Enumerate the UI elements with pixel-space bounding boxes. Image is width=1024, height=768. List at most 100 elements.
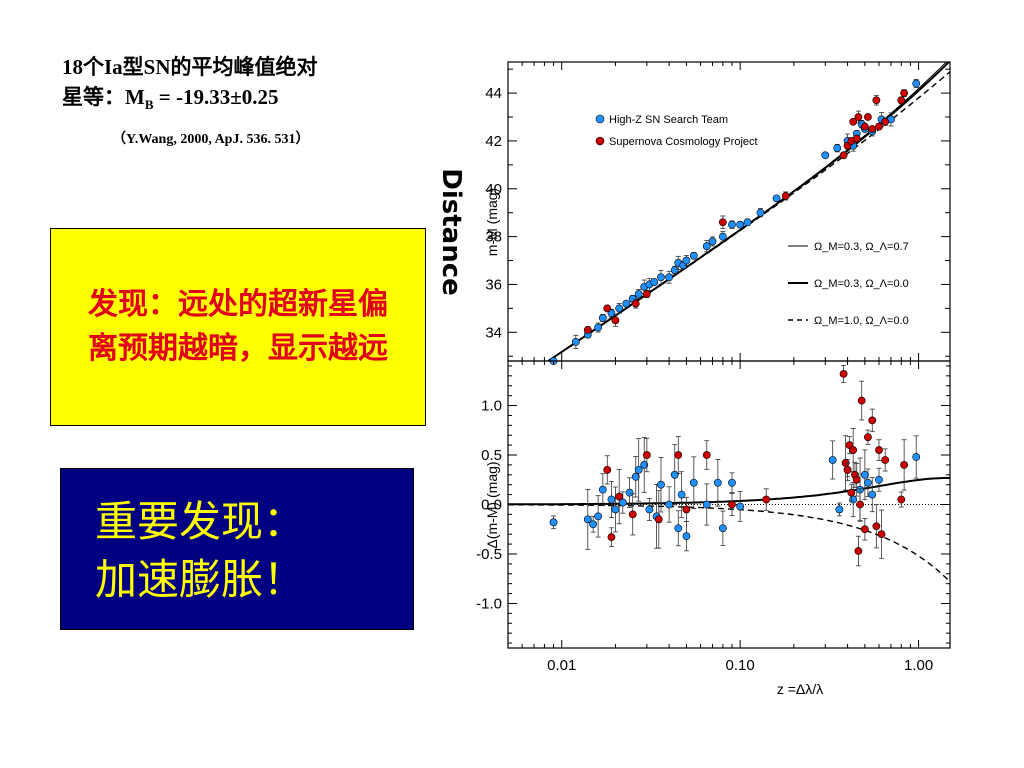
data-point: [677, 490, 686, 499]
data-point: [821, 151, 830, 160]
data-point: [670, 266, 679, 275]
data-point: [835, 505, 844, 514]
data-point: [860, 470, 869, 479]
y-tick-label: 40: [485, 181, 502, 198]
data-point: [682, 532, 691, 541]
data-point: [642, 290, 651, 298]
data-point: [603, 465, 612, 474]
data-point: [877, 530, 886, 539]
model-curve: [508, 476, 950, 506]
bottom-panel: 0.01 0.10 1.00 z =Δλ/λ 1.0 0.5 0.0 -0.5 -1.0 Δ(m-…: [476, 360, 951, 697]
data-point: [875, 122, 883, 131]
data-point: [589, 520, 598, 529]
data-point: [702, 500, 711, 509]
y-tick-label: 34: [485, 324, 502, 341]
legend: High-Z SN Search Team Supernova Cosmology…: [595, 114, 909, 327]
data-point: [640, 461, 649, 469]
title-line-1: 18个Ia型SN的平均峰值绝对: [62, 55, 318, 79]
bottom-y-axis-label: Δ(m-M) (mag): [484, 461, 500, 548]
x-tick-label: 0.01: [547, 657, 576, 674]
data-point: [839, 369, 848, 378]
data-point: [868, 125, 877, 133]
data-point: [598, 314, 607, 322]
data-point: [854, 113, 863, 121]
data-point: [756, 208, 765, 217]
data-point: [583, 515, 592, 524]
data-point: [833, 144, 842, 153]
data-point: [728, 220, 736, 229]
slide-title: 18个Ia型SN的平均峰值绝对 星等：MB = -19.33±0.25: [62, 52, 318, 120]
data-point: [654, 515, 663, 524]
data-point: [682, 256, 691, 265]
y-tick-label: 0.5: [481, 447, 502, 464]
data-point: [881, 456, 890, 464]
data-point: [702, 451, 711, 459]
data-point: [847, 488, 856, 497]
data-point: [900, 461, 909, 469]
conclusion-text: 重要发现： 加速膨胀！: [95, 493, 305, 609]
data-point: [897, 96, 906, 105]
data-point: [875, 446, 883, 454]
data-point: [897, 495, 906, 504]
data-point: [728, 478, 736, 487]
data-point: [702, 242, 711, 251]
data-point: [670, 470, 679, 479]
data-point: [912, 453, 921, 461]
data-point: [665, 273, 674, 282]
title-line-2-value: = -19.33±0.25: [153, 85, 279, 109]
model-curve: [508, 504, 950, 583]
data-point: [611, 505, 620, 514]
data-point: [631, 299, 640, 308]
top-panel: 34 36 38 40 42 44 m-M (mag) High-Z SN Search Te…: [484, 61, 951, 365]
data-point: [762, 495, 771, 504]
data-point: [682, 505, 691, 514]
data-point: [868, 416, 877, 425]
y-tick-label: 0.0: [481, 497, 502, 514]
data-point: [657, 480, 665, 489]
data-point: [736, 502, 745, 511]
y-tick-label: 38: [485, 229, 502, 246]
data-point: [689, 251, 698, 260]
data-point: [594, 323, 603, 332]
x-axis-label: z =Δλ/λ: [777, 681, 823, 697]
data-point: [642, 451, 651, 459]
data-point: [852, 475, 861, 484]
data-point: [900, 89, 909, 97]
data-point: [856, 500, 864, 509]
legend-label: High-Z SN Search Team: [609, 114, 728, 126]
data-point: [650, 278, 659, 286]
y-tick-label: 44: [485, 85, 502, 102]
data-point: [549, 518, 558, 527]
finding-text: 发现：远处的超新星偏离预期越暗，显示越远: [88, 287, 388, 366]
data-point: [583, 326, 592, 334]
data-point: [875, 475, 883, 484]
data-point: [615, 304, 624, 313]
conclusion-box: 重要发现： 加速膨胀！: [60, 468, 414, 630]
data-point: [872, 522, 881, 531]
data-point: [628, 510, 637, 519]
data-point: [912, 79, 921, 88]
y-tick-label: 42: [485, 133, 502, 150]
data-point: [839, 151, 848, 160]
model-legend-label: Ω_M=0.3, Ω_Λ=0.7: [814, 241, 909, 253]
title-line-2: 星等：MB = -19.33±0.25: [62, 82, 318, 120]
data-point: [864, 113, 872, 121]
data-point: [872, 96, 881, 105]
data-point: [781, 192, 790, 200]
data-point: [665, 500, 674, 509]
conclusion-line-1: 重要发现：: [95, 497, 306, 546]
data-point: [864, 478, 872, 487]
distance-side-label: Distance: [436, 168, 466, 296]
y-tick-label: 1.0: [481, 398, 502, 415]
legend-marker: [595, 136, 605, 146]
data-point: [708, 237, 717, 246]
model-legend-label: Ω_M=1.0, Ω_Λ=0.0: [814, 315, 909, 327]
data-point: [607, 495, 616, 504]
data-point: [615, 492, 624, 501]
data-point: [607, 533, 616, 542]
data-point: [857, 396, 866, 405]
data-point: [849, 495, 858, 504]
y-tick-label: 36: [485, 276, 502, 293]
data-point: [625, 488, 634, 497]
